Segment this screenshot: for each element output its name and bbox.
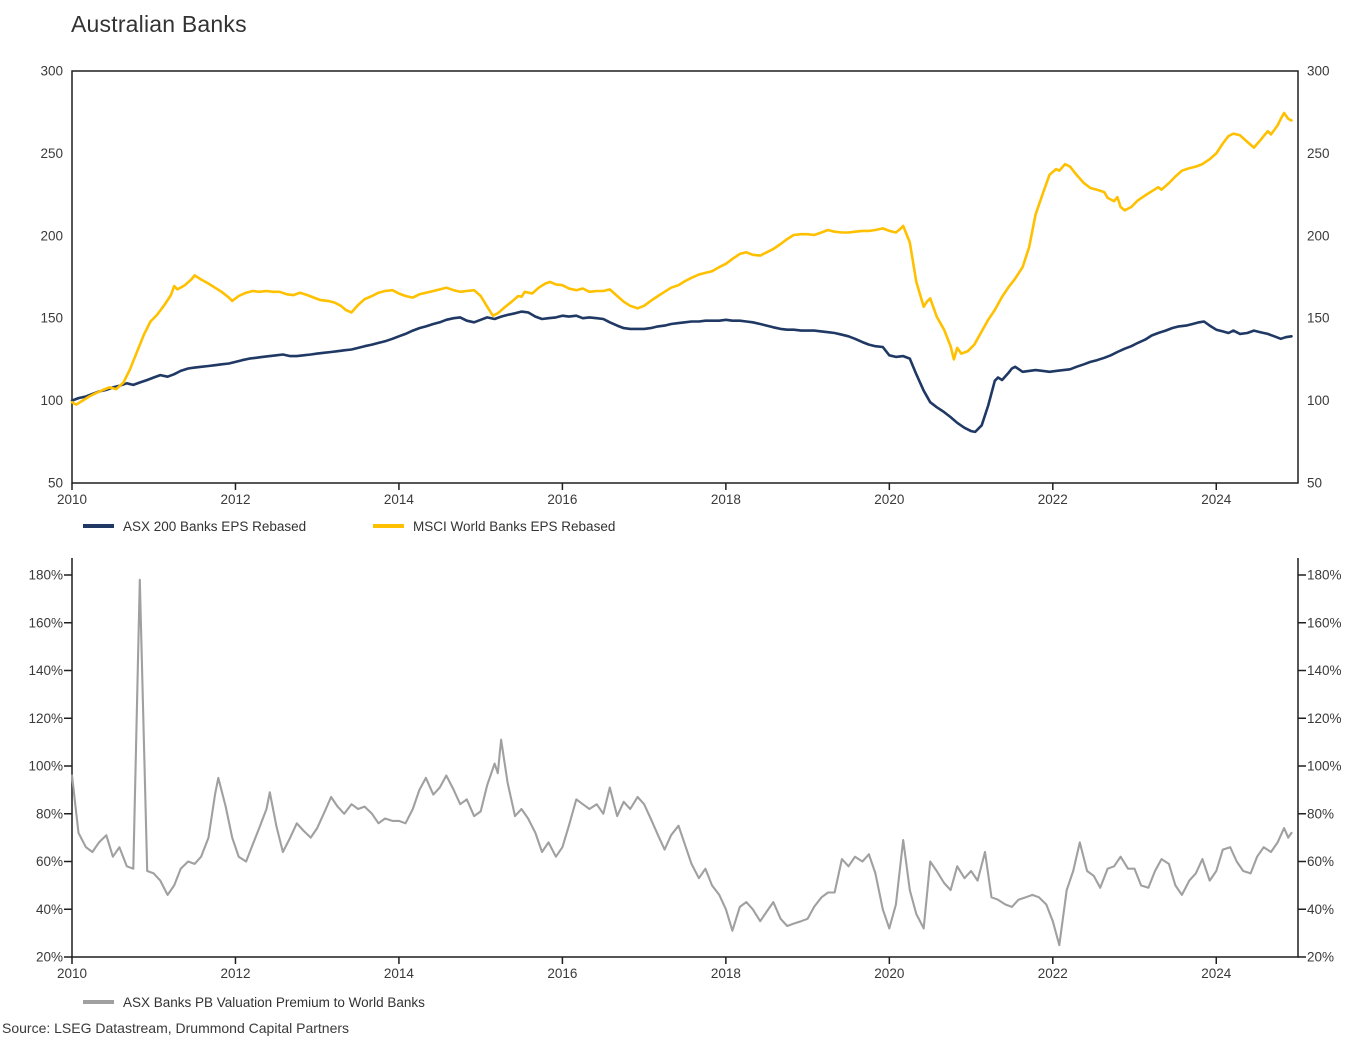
eps-chart-series-line [70,310,1293,434]
pb-premium-line-swatch-icon [83,1000,114,1004]
tick-label: 100% [28,759,63,774]
pb-premium-legend-label: ASX Banks PB Valuation Premium to World … [123,994,425,1010]
tick-label: 50 [48,476,63,491]
tick-label: 20% [36,950,63,965]
tick-label: 2024 [1201,492,1232,507]
page-title: Australian Banks [71,11,247,37]
tick-label: 300 [40,64,63,79]
tick-label: 100% [1307,759,1342,774]
tick-label: 2012 [220,966,250,981]
tick-label: 160% [28,615,63,630]
tick-label: 80% [36,806,63,821]
asx-eps-legend-label: ASX 200 Banks EPS Rebased [123,518,307,534]
tick-label: 160% [1307,615,1342,630]
tick-label: 2010 [57,492,87,507]
tick-label: 2022 [1038,492,1068,507]
tick-label: 100 [40,393,63,408]
tick-label: 2024 [1201,966,1232,981]
source-note: Source: LSEG Datastream, Drummond Capita… [2,1020,350,1036]
tick-label: 20% [1307,950,1334,965]
tick-label: 100 [1307,393,1330,408]
tick-label: 150 [40,311,63,326]
tick-label: 120% [1307,711,1342,726]
tick-label: 250 [40,146,63,161]
tick-label: 2020 [874,966,904,981]
tick-label: 140% [1307,663,1342,678]
tick-label: 2018 [711,492,741,507]
pb-premium-chart-axes: 20% 20% 40% 40% 60% 60% 80% 80% 100% 100% 120% 120%… [28,558,1342,981]
asx-eps-line-swatch-icon [83,524,114,528]
pb-premium-chart: 20% 20% 40% 40% 60% 60% 80% 80% 100% 100% 120% 120%… [28,558,1342,981]
legend-item-pb-premium: ASX Banks PB Valuation Premium to World … [83,994,425,1010]
tick-label: 200 [40,228,63,243]
tick-label: 180% [28,568,63,583]
tick-label: 50 [1307,476,1322,491]
tick-label: 140% [28,663,63,678]
tick-label: 2010 [57,966,87,981]
tick-label: 80% [1307,806,1334,821]
tick-label: 2016 [547,492,577,507]
tick-label: 60% [1307,854,1334,869]
pb-premium-chart-series-line [70,578,1293,947]
msci-eps-line-swatch-icon [373,524,404,528]
tick-label: 2022 [1038,966,1068,981]
tick-label: 250 [1307,146,1330,161]
legend-item-asx-eps: ASX 200 Banks EPS Rebased [83,518,307,534]
tick-label: 2014 [384,966,415,981]
tick-label: 300 [1307,64,1330,79]
eps-chart-series-line [70,111,1293,407]
tick-label: 40% [1307,902,1334,917]
tick-label: 2016 [547,966,577,981]
tick-label: 2018 [711,966,741,981]
eps-chart-axes: 50 50 100 100 150 150 200 200 250 250 300 300 2010 20… [40,64,1329,508]
legend-item-msci-eps: MSCI World Banks EPS Rebased [373,518,616,534]
tick-label: 40% [36,902,63,917]
tick-label: 150 [1307,311,1330,326]
tick-label: 120% [28,711,63,726]
eps-chart: 50 50 100 100 150 150 200 200 250 250 300 300 2010 20… [40,64,1329,508]
tick-label: 2020 [874,492,904,507]
msci-eps-legend-label: MSCI World Banks EPS Rebased [413,518,616,534]
tick-label: 2012 [220,492,250,507]
tick-label: 200 [1307,228,1330,243]
tick-label: 180% [1307,568,1342,583]
tick-label: 2014 [384,492,415,507]
tick-label: 60% [36,854,63,869]
